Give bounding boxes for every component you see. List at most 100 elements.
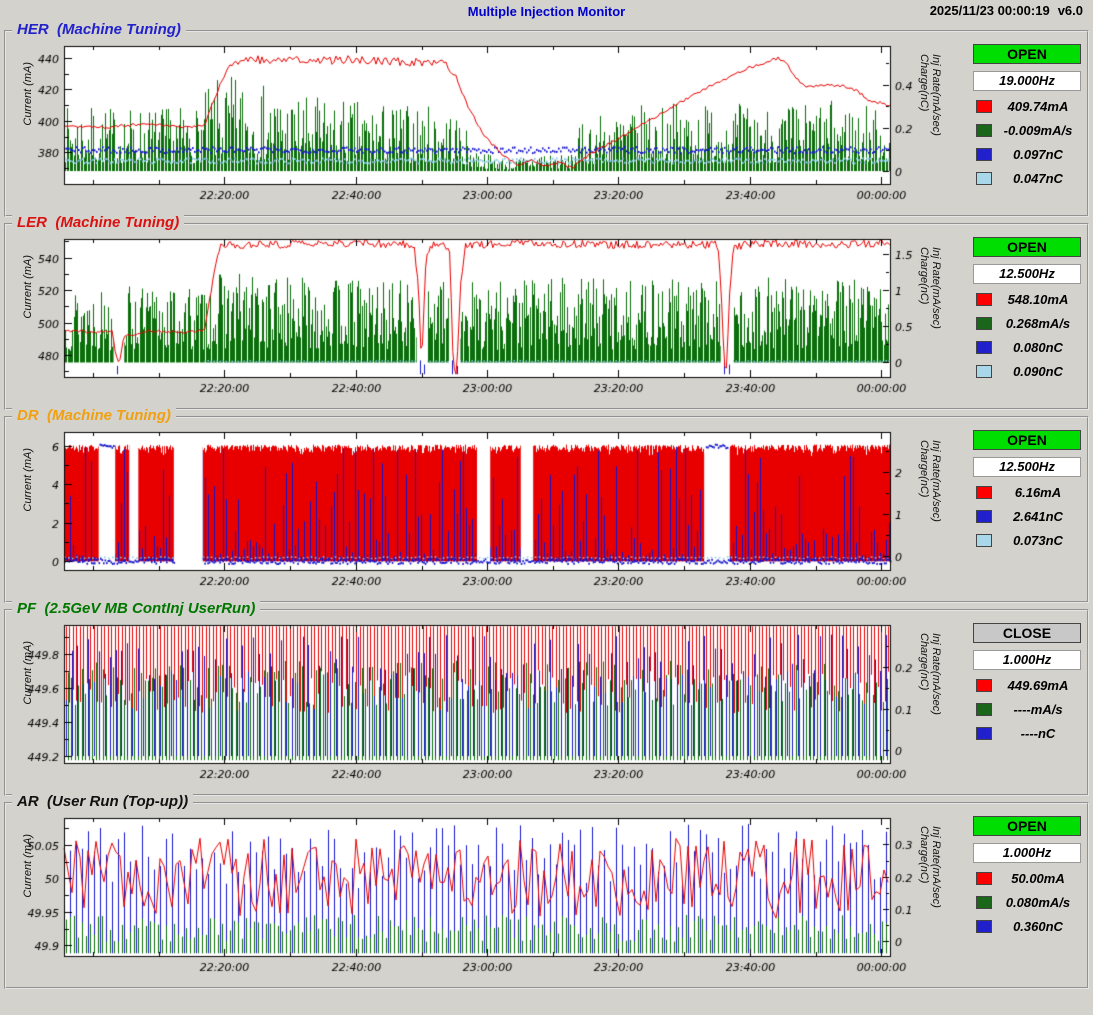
current-swatch: [976, 100, 992, 113]
ler-right-axis-label: Charge(nC) Inj Rate(mA/sec): [918, 247, 942, 329]
her-frequency: 19.000Hz: [973, 71, 1081, 91]
her-chart-canvas: [14, 40, 920, 216]
app-title: Multiple Injection Monitor: [467, 4, 626, 19]
panel-ler: LER (Machine Tuning) Current (mA) Charge…: [4, 214, 1089, 410]
charge-axis-label: Charge(nC): [918, 826, 930, 884]
injrate-axis-label: Inj Rate(mA/sec): [930, 54, 942, 136]
ler-current-value: 548.10mA: [1007, 292, 1069, 307]
ler-chart-canvas: [14, 233, 920, 409]
ler-rate-value: 0.268mA/s: [1005, 316, 1071, 331]
timestamp: 2025/11/23 00:00:19: [929, 3, 1050, 18]
charge1-swatch: [976, 148, 992, 161]
charge-axis-label: Charge(nC): [918, 54, 930, 112]
readout-row: 0.090nC: [970, 363, 1084, 380]
current-swatch: [976, 486, 992, 499]
her-charge1-value: 0.097nC: [1013, 147, 1063, 162]
dr-chart-canvas: [14, 426, 920, 602]
readout-row: 0.080nC: [970, 339, 1084, 356]
her-side-panel: OPEN 19.000Hz 409.74mA -0.009mA/s 0.097n…: [968, 44, 1086, 187]
ar-current-value: 50.00mA: [1011, 871, 1065, 886]
panel-ar: AR (User Run (Top-up)) Current (mA) Char…: [4, 793, 1089, 989]
ler-side-panel: OPEN 12.500Hz 548.10mA 0.268mA/s 0.080nC…: [968, 237, 1086, 380]
dr-frequency: 12.500Hz: [973, 457, 1081, 477]
panel-ar-title: AR (User Run (Top-up)): [12, 793, 194, 811]
dr-charge2-value: 0.073nC: [1013, 533, 1063, 548]
dr-status-indicator: OPEN: [973, 430, 1081, 450]
her-current-value: 409.74mA: [1007, 99, 1069, 114]
charge2-swatch: [976, 365, 992, 378]
dr-side-panel: OPEN 12.500Hz 6.16mA 2.641nC 0.073nC: [968, 430, 1086, 549]
charge1-swatch: [976, 920, 992, 933]
charge2-swatch: [976, 172, 992, 185]
dr-current-value: 6.16mA: [1014, 485, 1062, 500]
her-rate-value: -0.009mA/s: [1003, 123, 1073, 138]
ler-status-indicator: OPEN: [973, 237, 1081, 257]
charge-axis-label: Charge(nC): [918, 247, 930, 305]
pf-side-panel: CLOSE 1.000Hz 449.69mA ----mA/s ----nC: [968, 623, 1086, 742]
readout-row: 0.073nC: [970, 532, 1084, 549]
readout-row: -0.009mA/s: [970, 122, 1084, 139]
current-swatch: [976, 293, 992, 306]
rate-swatch: [976, 317, 992, 330]
pf-rate-value: ----mA/s: [1013, 702, 1063, 717]
ar-chart-canvas: [14, 812, 920, 988]
readout-row: 0.097nC: [970, 146, 1084, 163]
pf-frequency: 1.000Hz: [973, 650, 1081, 670]
header: Multiple Injection Monitor 2025/11/23 00…: [0, 0, 1093, 24]
rate-swatch: [976, 124, 992, 137]
readout-row: 50.00mA: [970, 870, 1084, 887]
pf-right-axis-label: Charge(nC) Inj Rate(mA/sec): [918, 633, 942, 715]
header-clock: 2025/11/23 00:00:19 v6.0: [922, 3, 1083, 18]
ar-right-axis-label: Charge(nC) Inj Rate(mA/sec): [918, 826, 942, 908]
her-right-axis-label: Charge(nC) Inj Rate(mA/sec): [918, 54, 942, 136]
ar-rate-value: 0.080mA/s: [1005, 895, 1071, 910]
her-charge2-value: 0.047nC: [1013, 171, 1063, 186]
readout-row: 6.16mA: [970, 484, 1084, 501]
dr-charge1-value: 2.641nC: [1013, 509, 1063, 524]
panel-her: HER (Machine Tuning) Current (mA) Charge…: [4, 21, 1089, 217]
readout-row: 0.080mA/s: [970, 894, 1084, 911]
ler-charge1-value: 0.080nC: [1013, 340, 1063, 355]
rate-swatch: [976, 896, 992, 909]
readout-row: ----nC: [970, 725, 1084, 742]
injrate-axis-label: Inj Rate(mA/sec): [930, 247, 942, 329]
ar-charge1-value: 0.360nC: [1013, 919, 1063, 934]
panel-her-title: HER (Machine Tuning): [12, 21, 186, 39]
charge-axis-label: Charge(nC): [918, 440, 930, 498]
charge1-swatch: [976, 510, 992, 523]
version-label: v6.0: [1057, 3, 1083, 18]
ar-side-panel: OPEN 1.000Hz 50.00mA 0.080mA/s 0.360nC: [968, 816, 1086, 935]
charge-axis-label: Charge(nC): [918, 633, 930, 691]
readout-row: 0.047nC: [970, 170, 1084, 187]
injrate-axis-label: Inj Rate(mA/sec): [930, 633, 942, 715]
charge1-swatch: [976, 341, 992, 354]
rate-swatch: [976, 703, 992, 716]
panel-dr: DR (Machine Tuning) Current (mA) Charge(…: [4, 407, 1089, 603]
injrate-axis-label: Inj Rate(mA/sec): [930, 440, 942, 522]
panel-dr-title: DR (Machine Tuning): [12, 407, 176, 425]
pf-chart-canvas: [14, 619, 920, 795]
readout-row: 2.641nC: [970, 508, 1084, 525]
ler-frequency: 12.500Hz: [973, 264, 1081, 284]
panel-pf-title: PF (2.5GeV MB ContInj UserRun): [12, 600, 261, 618]
readout-row: ----mA/s: [970, 701, 1084, 718]
readout-row: 449.69mA: [970, 677, 1084, 694]
panel-ler-title: LER (Machine Tuning): [12, 214, 185, 232]
pf-charge1-value: ----nC: [1020, 726, 1056, 741]
her-status-indicator: OPEN: [973, 44, 1081, 64]
charge1-swatch: [976, 727, 992, 740]
current-swatch: [976, 872, 992, 885]
readout-row: 409.74mA: [970, 98, 1084, 115]
readout-row: 0.268mA/s: [970, 315, 1084, 332]
charge2-swatch: [976, 534, 992, 547]
dr-right-axis-label: Charge(nC) Inj Rate(mA/sec): [918, 440, 942, 522]
panel-pf: PF (2.5GeV MB ContInj UserRun) Current (…: [4, 600, 1089, 796]
injrate-axis-label: Inj Rate(mA/sec): [930, 826, 942, 908]
readout-row: 548.10mA: [970, 291, 1084, 308]
ler-charge2-value: 0.090nC: [1013, 364, 1063, 379]
ar-status-indicator: OPEN: [973, 816, 1081, 836]
ar-frequency: 1.000Hz: [973, 843, 1081, 863]
readout-row: 0.360nC: [970, 918, 1084, 935]
pf-status-indicator: CLOSE: [973, 623, 1081, 643]
pf-current-value: 449.69mA: [1007, 678, 1069, 693]
